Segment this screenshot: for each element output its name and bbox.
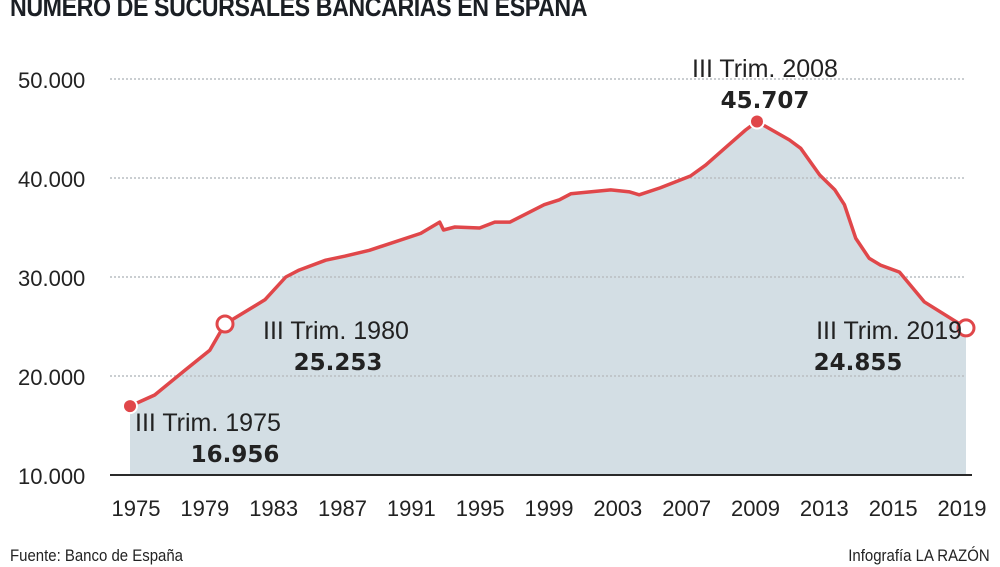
annotation-label: III Trim. 2008 [692, 55, 838, 83]
y-tick-label: 20.000 [18, 365, 85, 390]
chart-title: NÚMERO DE SUCURSALES BANCARIAS EN ESPAÑA [10, 0, 588, 22]
x-tick-label: 1999 [525, 496, 574, 521]
annotation-value: 24.855 [814, 350, 903, 376]
annotation-value: 25.253 [294, 350, 383, 376]
x-tick-label: 1987 [318, 496, 367, 521]
y-tick-label: 40.000 [18, 167, 85, 192]
x-tick-label: 2009 [731, 496, 780, 521]
x-tick-label: 2003 [593, 496, 642, 521]
data-point-marker [751, 115, 763, 128]
x-tick-label: 1991 [387, 496, 436, 521]
x-tick-label: 2007 [662, 496, 711, 521]
data-point-marker [215, 314, 235, 334]
x-tick-label: 1995 [456, 496, 505, 521]
annotation-value: 16.956 [191, 442, 280, 468]
series-line [129, 119, 967, 408]
data-point-marker [124, 400, 136, 413]
source-note: Fuente: Banco de España [10, 546, 184, 565]
y-tick-label: 10.000 [18, 464, 85, 489]
x-tick-label: 2019 [938, 496, 987, 521]
y-tick-label: 50.000 [18, 68, 85, 93]
x-tick-label: 2013 [800, 496, 849, 521]
data-point-marker [956, 318, 976, 338]
area-fill [130, 121, 966, 475]
x-tick-label: 1983 [249, 496, 298, 521]
credit-note: Infografía LA RAZÓN [848, 546, 990, 565]
annotation-label: III Trim. 1980 [263, 317, 409, 345]
annotation-value: 45.707 [721, 88, 810, 114]
x-tick-label: 1979 [180, 496, 229, 521]
annotation-label: III Trim. 2019 [816, 317, 962, 345]
x-tick-label: 2015 [869, 496, 918, 521]
x-tick-label: 1975 [112, 496, 161, 521]
annotation-label: III Trim. 1975 [135, 409, 281, 437]
y-tick-label: 30.000 [18, 266, 85, 291]
